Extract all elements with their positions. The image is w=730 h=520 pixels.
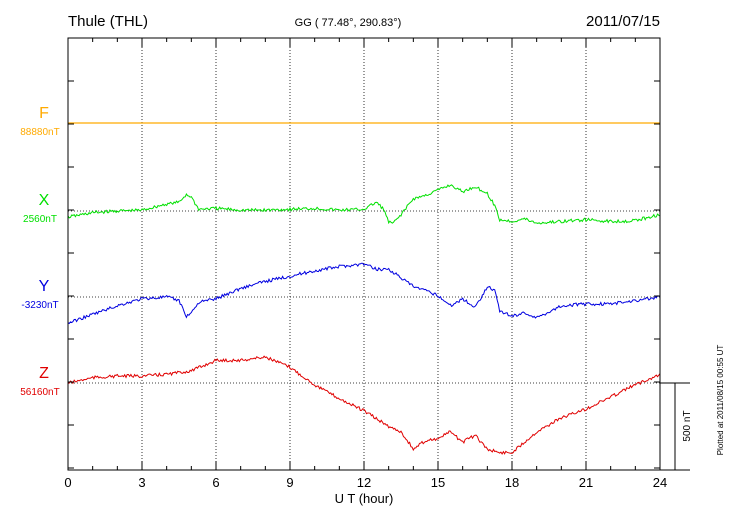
grid-lines: [141, 38, 587, 470]
series-name-f: F: [39, 105, 49, 122]
chart-title: Thule (THL): [68, 13, 148, 30]
x-tick-label: 0: [64, 475, 71, 490]
chart-subtitle: GG ( 77.48°, 290.83°): [295, 17, 402, 29]
x-tick-label: 21: [579, 475, 593, 490]
x-tick-label: 12: [357, 475, 371, 490]
series-baseline-value-x: 2560nT: [23, 214, 57, 225]
series-line-y: [67, 262, 661, 325]
series-labels: F 88880nT X 2560nT Y -3230nT Z 56160nT: [20, 105, 59, 398]
scale-bar-label: 500 nT: [682, 410, 693, 441]
series-name-y: Y: [39, 278, 50, 295]
x-tick-label: 24: [653, 475, 667, 490]
chart-date: 2011/07/15: [586, 13, 660, 30]
x-tick-label: 18: [505, 475, 519, 490]
series-line-x: [67, 184, 661, 225]
x-tick-label: 15: [431, 475, 445, 490]
x-tick-labels: 0 3 6 9 12 15 18 21 24: [64, 475, 667, 490]
scale-bar: 500 nT: [660, 382, 693, 471]
series-baseline-value-f: 88880nT: [20, 127, 59, 138]
series-name-z: Z: [39, 365, 49, 382]
series-name-x: X: [39, 192, 50, 209]
x-tick-label: 9: [286, 475, 293, 490]
plotted-note: Plotted at 2011/08/15 00:55 UT: [716, 345, 725, 456]
series-baseline-value-y: -3230nT: [21, 300, 58, 311]
x-tick-label: 3: [138, 475, 145, 490]
series-line-z: [67, 355, 661, 455]
x-axis-label: U T (hour): [335, 491, 394, 506]
x-tick-label: 6: [212, 475, 219, 490]
series-baseline-value-z: 56160nT: [20, 387, 59, 398]
axis-ticks: [67, 37, 661, 470]
series-layer: [67, 122, 661, 455]
